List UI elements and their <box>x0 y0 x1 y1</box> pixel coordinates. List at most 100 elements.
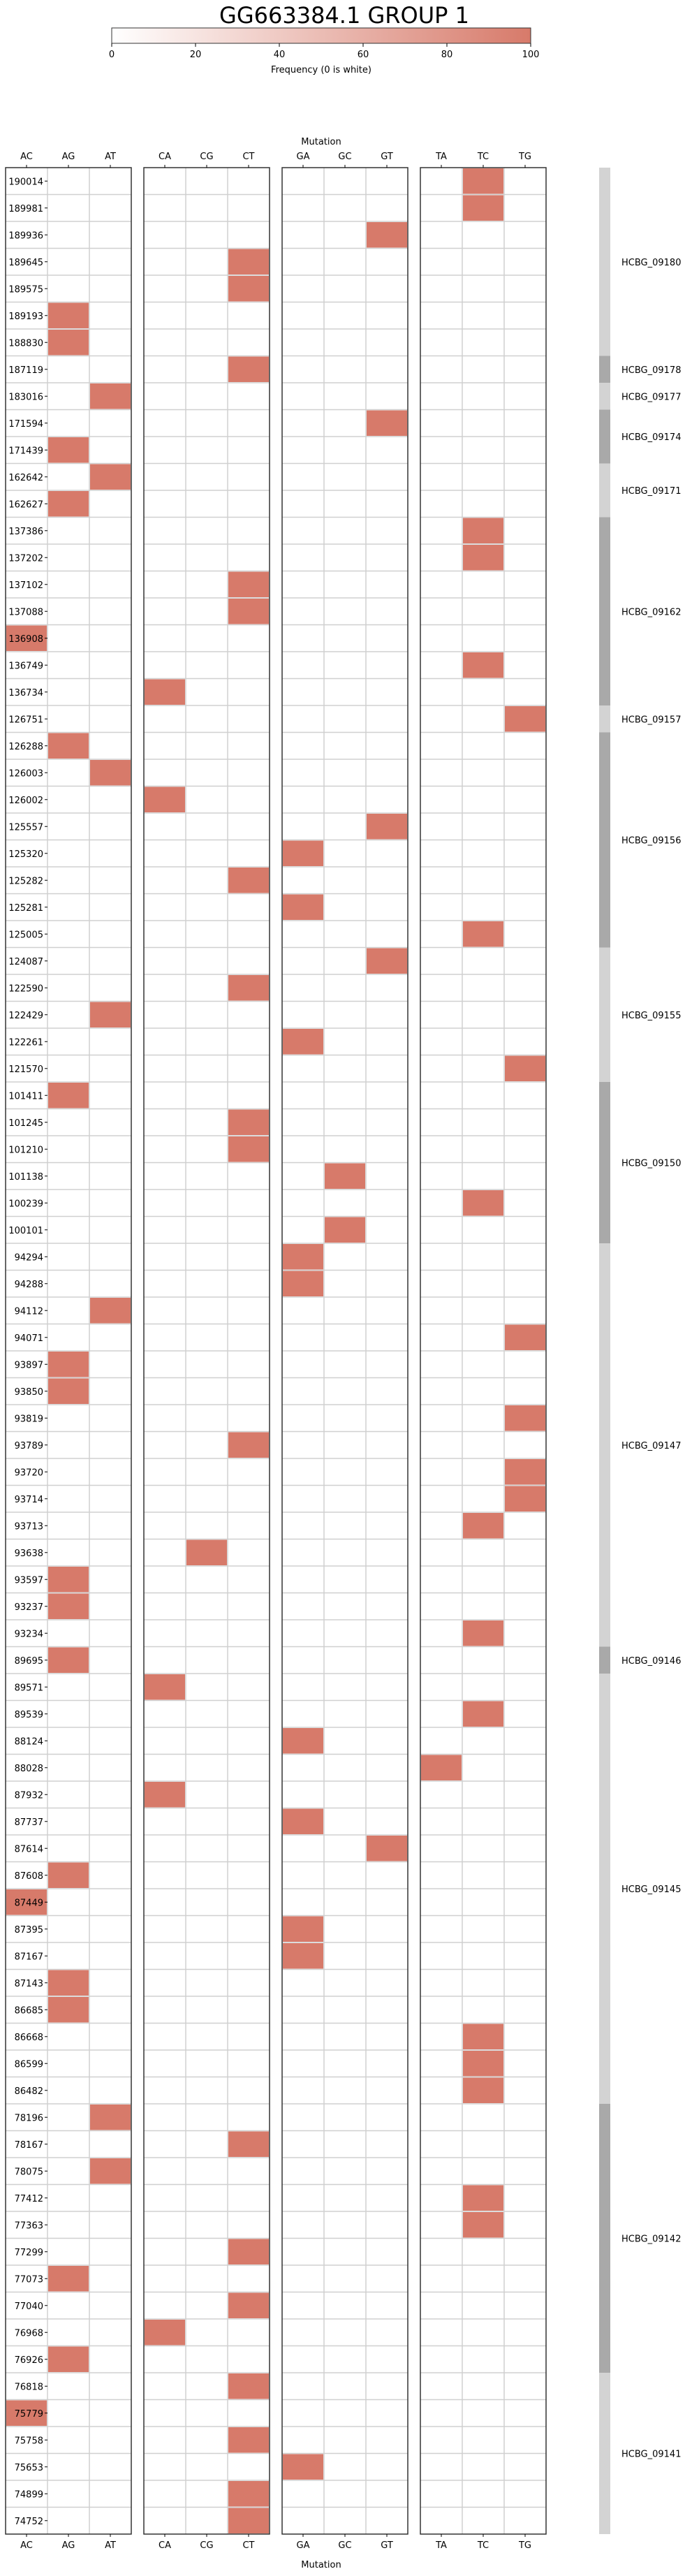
gene-label: HCBG_09174 <box>621 432 681 443</box>
heatmap-cell <box>283 2454 323 2480</box>
column-label-top: GA <box>297 152 310 162</box>
heatmap-cell <box>186 1539 227 1565</box>
column-label-top: TA <box>435 152 447 162</box>
gene-bar <box>599 1243 610 1647</box>
column-label-bottom: CT <box>242 2540 254 2551</box>
column-label-bottom: AG <box>62 2540 75 2551</box>
row-label: 93897 <box>15 1360 43 1370</box>
gene-label: HCBG_09145 <box>621 1885 681 1895</box>
heatmap-cell <box>463 2051 503 2077</box>
column-label-top: AT <box>105 152 116 162</box>
row-label: 126288 <box>8 742 43 752</box>
heatmap-cell <box>228 571 269 597</box>
row-label: 78075 <box>15 2167 43 2177</box>
row-label: 77363 <box>15 2220 43 2231</box>
heatmap-cell <box>228 1432 269 1458</box>
heatmap-cell <box>48 491 89 517</box>
heatmap-cell <box>463 652 503 678</box>
heatmap-cell <box>48 1083 89 1108</box>
row-label: 78167 <box>15 2140 43 2151</box>
row-label: 87932 <box>15 1790 43 1801</box>
gene-label: HCBG_09171 <box>621 486 681 497</box>
row-label: 125282 <box>8 876 43 886</box>
row-label: 126003 <box>8 768 43 779</box>
heatmap-cell <box>283 1029 323 1055</box>
heatmap-cell <box>90 760 131 786</box>
row-label: 87737 <box>15 1817 43 1828</box>
row-label: 187119 <box>8 365 43 376</box>
row-label: 171439 <box>8 446 43 456</box>
row-label: 75758 <box>15 2436 43 2446</box>
heatmap-cell <box>505 1405 545 1431</box>
gene-label: HCBG_09150 <box>621 1159 681 1169</box>
heatmap-cell <box>48 2266 89 2292</box>
heatmap-cell <box>90 383 131 409</box>
heatmap-cell <box>48 302 89 328</box>
column-label-bottom: TC <box>477 2540 489 2551</box>
colorbar-tick-label: 60 <box>358 50 369 60</box>
column-label-bottom: CG <box>200 2540 213 2551</box>
colorbar-tick-label: 20 <box>190 50 202 60</box>
row-label: 93850 <box>15 1387 43 1398</box>
column-label-top: GT <box>381 152 393 162</box>
row-label: 101138 <box>8 1172 43 1183</box>
colorbar-tick-label: 100 <box>522 50 540 60</box>
row-label: 87395 <box>15 1925 43 1935</box>
mutation-panel <box>6 168 131 2534</box>
row-label: 101210 <box>8 1145 43 1155</box>
gene-label: HCBG_09146 <box>621 1656 681 1667</box>
row-label: 100239 <box>8 1199 43 1209</box>
heatmap-cell <box>463 1620 503 1646</box>
column-label-top: TC <box>477 152 489 162</box>
heatmap-cell <box>90 464 131 490</box>
row-label: 77073 <box>15 2274 43 2285</box>
gene-label: HCBG_09177 <box>621 392 681 402</box>
column-labels: AC AC AG AG AT AT CA CA CG CG CT CT GA GA GC GC GT GT TA TA… <box>20 152 531 2551</box>
heatmap-cell <box>367 814 407 840</box>
row-label: 136908 <box>8 634 43 645</box>
gene-bar <box>599 1674 610 2104</box>
column-label-top: AG <box>62 152 75 162</box>
heatmap-cell <box>48 1378 89 1404</box>
colorbar-tick-label: 40 <box>274 50 286 60</box>
heatmap-cell <box>48 1997 89 2023</box>
heatmap-cell <box>505 1459 545 1485</box>
row-label: 121570 <box>8 1064 43 1075</box>
gene-bar <box>599 463 610 518</box>
heatmap-cell <box>6 2400 47 2426</box>
heatmap-cell <box>228 1109 269 1135</box>
heatmap-cell <box>228 2373 269 2399</box>
gene-label: HCBG_09178 <box>621 365 681 376</box>
row-label: 87614 <box>15 1844 43 1854</box>
heatmap-cell <box>463 2077 503 2103</box>
gene-bar <box>599 517 610 705</box>
row-label: 124087 <box>8 957 43 967</box>
heatmap-cell <box>463 168 503 194</box>
heatmap-cell <box>48 1862 89 1888</box>
gene-bar <box>599 356 610 383</box>
row-label: 76818 <box>15 2382 43 2392</box>
heatmap-cell <box>505 1055 545 1081</box>
x-axis-title-top: Mutation <box>301 137 341 147</box>
row-label: 76926 <box>15 2355 43 2366</box>
heatmap-cell <box>463 2024 503 2049</box>
gene-bar <box>599 2104 610 2373</box>
row-label: 137386 <box>8 527 43 537</box>
heatmap-cell <box>325 1163 365 1189</box>
heatmap-cell <box>48 1970 89 1996</box>
heatmap-cell <box>463 921 503 947</box>
row-label: 125005 <box>8 930 43 940</box>
heatmap-cell <box>463 1190 503 1216</box>
gene-label: HCBG_09162 <box>621 607 681 617</box>
heatmap-cell <box>228 1136 269 1162</box>
gene-bars: HCBG_09180 HCBG_09178 HCBG_09177 HCBG_09174… <box>599 168 681 2534</box>
row-label: 87143 <box>15 1979 43 1989</box>
column-label-bottom: GC <box>338 2540 351 2551</box>
row-label: 89571 <box>15 1683 43 1693</box>
heatmap-cell <box>505 706 545 732</box>
row-label: 171594 <box>8 419 43 430</box>
heatmap-cell <box>6 625 47 651</box>
mutation-panel <box>282 168 408 2534</box>
heatmap-cell <box>228 975 269 1001</box>
